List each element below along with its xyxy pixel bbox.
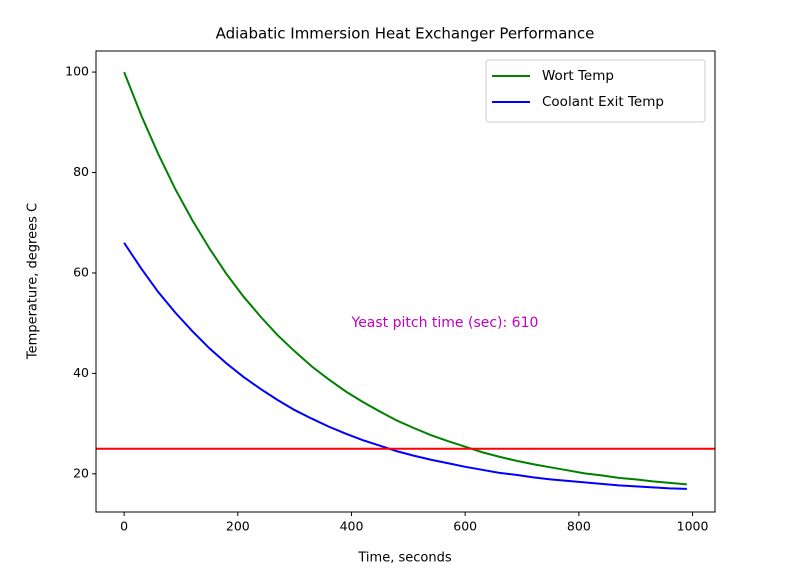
line-series — [123, 242, 687, 490]
x-tick-label: 400 — [340, 519, 364, 534]
x-axis-label: Time, seconds — [357, 551, 451, 566]
x-tick-label: 600 — [453, 519, 477, 534]
annotation: Yeast pitch time (sec): 610 — [351, 315, 539, 331]
legend-box — [485, 59, 706, 123]
x-tick-label: 1000 — [677, 519, 709, 534]
legend-label: Wort Temp — [542, 68, 614, 84]
y-tick-label: 100 — [65, 64, 89, 79]
x-tick-label: 200 — [226, 519, 250, 534]
plot-frame — [95, 50, 716, 513]
x-tick-label: 0 — [120, 519, 128, 534]
chart-title: Adiabatic Immersion Heat Exchanger Perfo… — [216, 25, 595, 43]
y-tick-label: 40 — [73, 365, 89, 380]
y-axis-label: Temperature, degrees C — [26, 203, 41, 360]
y-tick-label: 60 — [73, 264, 89, 279]
y-tick-label: 80 — [73, 164, 89, 179]
line-series — [123, 71, 687, 486]
x-tick-label: 800 — [567, 519, 591, 534]
legend-label: Coolant Exit Temp — [542, 94, 664, 110]
y-tick-label: 20 — [73, 465, 89, 480]
